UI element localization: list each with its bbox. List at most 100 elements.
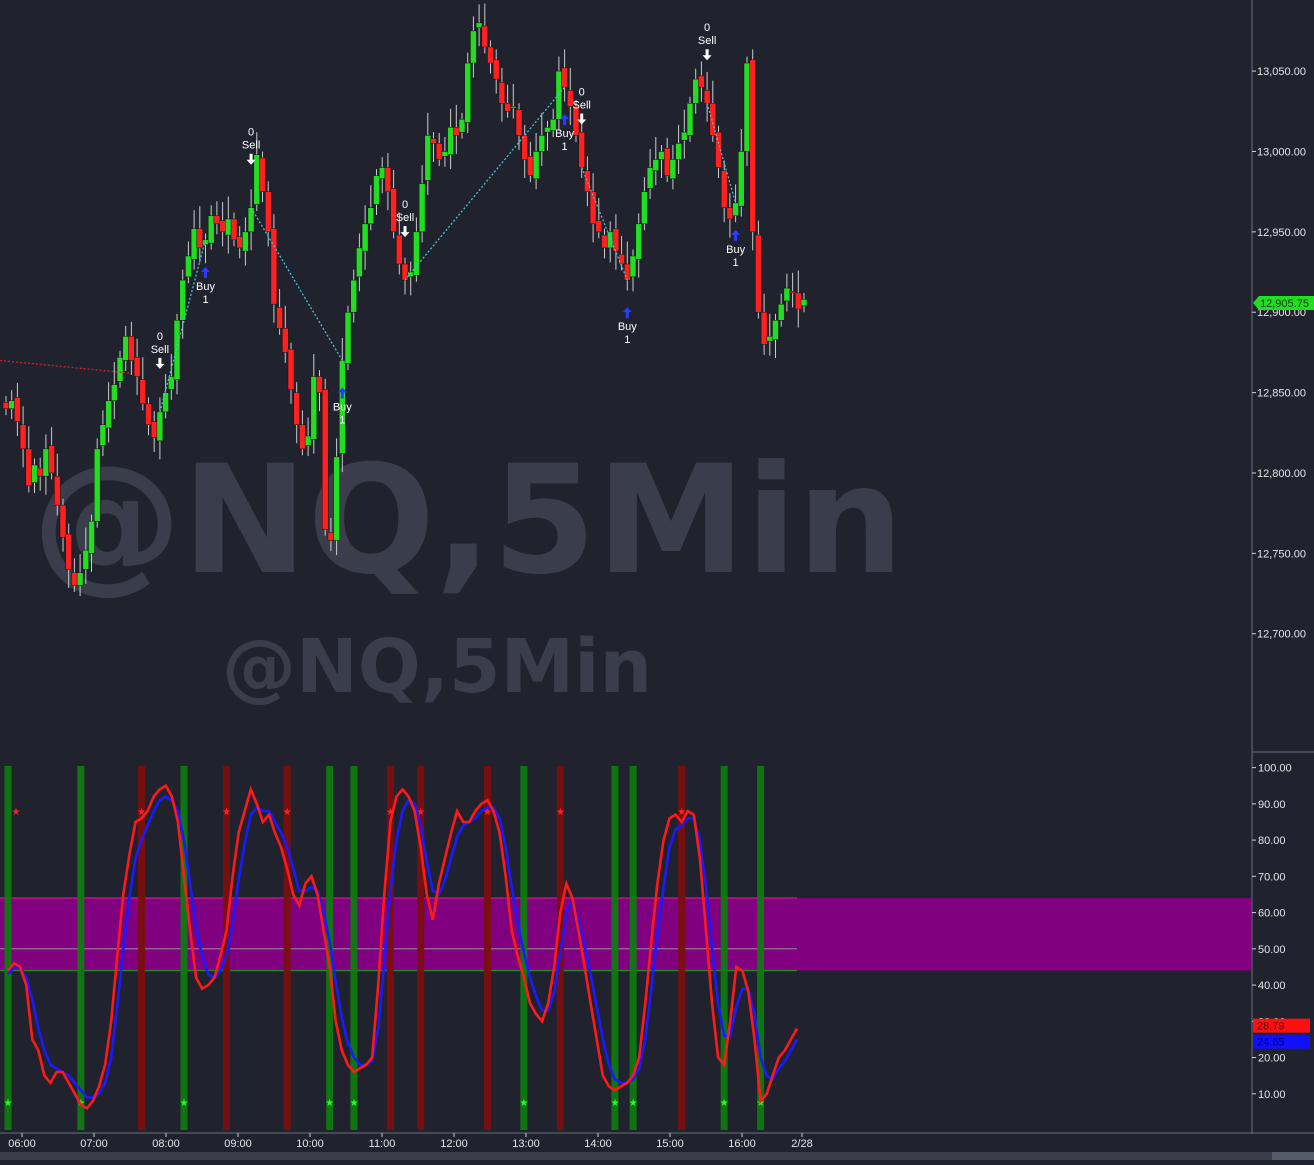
candle-down (282, 328, 289, 353)
price-tick-label: 13,000.00 (1257, 146, 1306, 158)
candle-up (447, 127, 454, 155)
trade-qty-label: 0 (579, 87, 585, 99)
fast-last-tag (1253, 1018, 1310, 1033)
candle-up (122, 336, 129, 361)
price-tick-label: 12,850.00 (1257, 388, 1306, 400)
fast-last-label: 28.79 (1257, 1021, 1285, 1033)
buy-arrow-icon (560, 114, 570, 126)
signal-star-top-icon: ★ (12, 807, 21, 818)
trade-line-open (0, 359, 132, 374)
horizontal-scrollbar[interactable] (0, 1152, 1314, 1160)
candle-up (424, 135, 432, 181)
candle-up (42, 448, 50, 477)
time-tick-label: 2/28 (791, 1138, 812, 1150)
trade-line (581, 167, 628, 281)
signal-star-bottom-icon: ★ (325, 1098, 334, 1109)
candle-up (162, 392, 169, 413)
candle-up (190, 228, 198, 260)
price-tick-label: 12,800.00 (1257, 468, 1306, 480)
signal-star-top-icon: ★ (283, 807, 292, 818)
candle-up (99, 424, 107, 446)
slow-last-tag (1253, 1034, 1310, 1049)
candle-up (373, 175, 380, 205)
candle-down (145, 403, 152, 426)
candle-down (703, 90, 711, 104)
candle-down (65, 533, 72, 570)
trade-action-label: Buy (196, 281, 215, 293)
candle-up (606, 231, 614, 249)
time-tick-label: 10:00 (296, 1138, 324, 1150)
trade-line (706, 103, 737, 204)
candle-up (304, 435, 312, 446)
signal-bar-red (138, 766, 146, 1130)
candle-up (31, 464, 38, 483)
signal-star-bottom-icon: ★ (4, 1098, 13, 1109)
candle-down (561, 67, 568, 88)
time-tick-label: 13:00 (512, 1138, 540, 1150)
candle-up (185, 255, 192, 278)
candle-up (766, 336, 774, 342)
candle-up (173, 320, 181, 380)
overbought-band (0, 898, 1251, 971)
signal-bar-red (386, 766, 394, 1130)
price-tick-label: 12,750.00 (1257, 548, 1306, 560)
time-tick-label: 06:00 (8, 1138, 36, 1150)
candle-up (800, 299, 808, 307)
candle-down (293, 392, 300, 426)
candle-up (116, 356, 124, 382)
candle-down (584, 170, 591, 192)
candle-up (105, 400, 112, 429)
candle-down (401, 263, 409, 281)
candle-down (755, 234, 762, 313)
trade-qty-label: 1 (733, 257, 739, 269)
candle-up (629, 255, 637, 278)
candle-down (59, 504, 67, 538)
buy-arrow-icon (731, 229, 741, 241)
candle-down (276, 307, 283, 329)
trade-action-label: Sell (573, 100, 591, 112)
candle-up (76, 572, 84, 586)
candle-up (111, 384, 118, 401)
candle-down (504, 102, 511, 112)
scrollbar-thumb[interactable] (1272, 1152, 1314, 1160)
candle-down (715, 131, 722, 168)
buy-arrow-icon (201, 266, 210, 278)
candle-up (82, 549, 90, 570)
candle-up (378, 167, 386, 180)
candle-up (555, 70, 563, 120)
signal-star-top-icon: ★ (483, 807, 492, 818)
candle-up (8, 400, 15, 409)
trade-qty-label: 0 (704, 22, 710, 34)
candle-up (464, 62, 471, 123)
trade-qty-label: 1 (339, 414, 345, 426)
trade-qty-label: 1 (562, 141, 568, 153)
trade-action-label: Sell (698, 35, 716, 47)
buy-arrow-icon (337, 387, 347, 399)
trade-qty-label: 1 (202, 294, 208, 306)
candle-down (726, 207, 734, 220)
price-tick-label: 12,900.00 (1257, 307, 1306, 319)
time-tick-label: 07:00 (80, 1138, 108, 1150)
candle-up (732, 202, 739, 217)
candle-down (624, 263, 631, 281)
candle-up (253, 154, 261, 205)
signal-bar-green (611, 766, 619, 1130)
candle-down (612, 228, 620, 252)
buy-arrow-icon (622, 307, 632, 319)
candle-up (156, 411, 164, 442)
watermark-small: @NQ,5Min (222, 624, 652, 710)
signal-star-bottom-icon: ★ (519, 1098, 528, 1109)
candle-down (515, 109, 523, 136)
time-tick-label: 12:00 (440, 1138, 468, 1150)
candle-down (321, 389, 329, 530)
candle-up (549, 119, 557, 131)
osc-tick-label: 10.00 (1258, 1089, 1286, 1101)
candle-up (669, 159, 677, 180)
candle-up (641, 191, 648, 225)
candle-down (760, 311, 768, 345)
sell-arrow-icon (400, 226, 410, 238)
candle-up (361, 223, 369, 252)
signal-star-top-icon: ★ (137, 807, 146, 818)
